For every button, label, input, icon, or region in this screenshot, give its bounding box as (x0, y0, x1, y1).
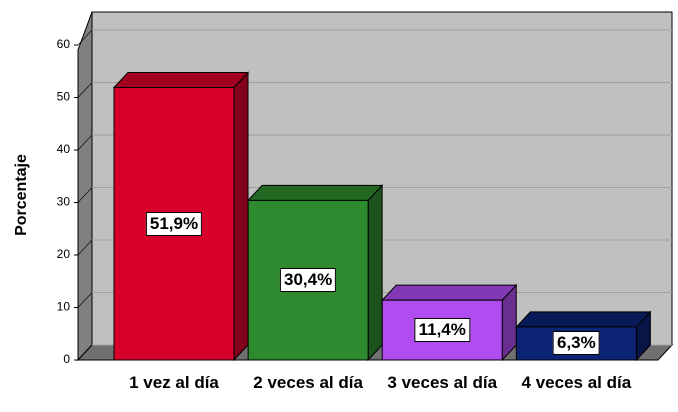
bar-side (233, 71, 249, 362)
y-tick-label: 50 (57, 90, 71, 104)
grid-line-side (77, 239, 93, 256)
x-tick-label: 1 vez al día (129, 373, 219, 392)
data-label: 30,4% (280, 268, 337, 293)
grid-line-side (77, 292, 93, 308)
y-tick-label: 0 (63, 352, 70, 366)
y-tick-label: 20 (57, 247, 71, 261)
y-tick-label: 10 (57, 300, 71, 314)
side-wall (77, 11, 93, 362)
bar-side (367, 184, 383, 362)
grid-line-side (77, 187, 93, 203)
data-label: 6,3% (553, 331, 600, 356)
bar-top (381, 284, 518, 301)
grid-line-side (77, 29, 93, 46)
x-tick-label: 4 veces al día (521, 373, 632, 392)
y-tick-label: 40 (57, 142, 71, 156)
bar-top (515, 311, 652, 328)
grid-line-side (77, 344, 93, 361)
bar-top (112, 72, 250, 89)
data-label: 51,9% (145, 211, 203, 236)
y-tick-label: 30 (57, 195, 71, 209)
y-axis-label: Porcentaje (13, 154, 30, 236)
y-tick-label: 60 (57, 37, 71, 51)
x-tick-label: 2 veces al día (253, 373, 363, 392)
bar-top (246, 184, 384, 201)
x-tick-label: 3 veces al día (387, 373, 498, 392)
grid-line-side (77, 134, 93, 151)
data-label: 11,4% (414, 318, 470, 343)
grid-line-side (77, 82, 93, 98)
